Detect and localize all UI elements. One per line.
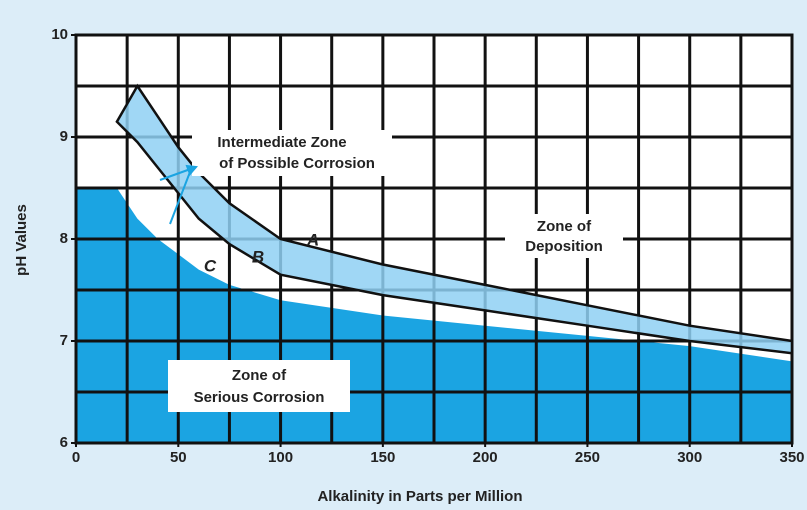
annotation: B — [252, 247, 264, 266]
band-area — [115, 83, 794, 355]
x-tick-label: 0 — [72, 449, 80, 466]
x-tick-label: 250 — [575, 449, 600, 466]
label-box — [505, 214, 623, 258]
x-tick-label: 300 — [677, 449, 702, 466]
x-tick-label: 200 — [473, 449, 498, 466]
x-axis-title: Alkalinity in Parts per Million — [317, 488, 522, 505]
y-tick-label: 9 — [60, 128, 68, 145]
annotation: Zone of — [537, 218, 592, 235]
annotation: C — [204, 256, 217, 275]
x-tick-label: 100 — [268, 449, 293, 466]
label-box — [168, 360, 350, 412]
y-tick-label: 7 — [60, 332, 68, 349]
annotation: of Possible Corrosion — [219, 155, 375, 172]
x-tick-label: 50 — [170, 449, 187, 466]
annotation: Zone of — [232, 367, 287, 384]
annotation: Serious Corrosion — [194, 389, 325, 406]
annotation: A — [306, 230, 319, 249]
y-tick-label: 8 — [60, 230, 68, 247]
y-tick-label: 6 — [60, 434, 68, 451]
arrow — [159, 164, 198, 225]
annotation: Deposition — [525, 238, 603, 255]
x-tick-label: 150 — [370, 449, 395, 466]
annotation: Intermediate Zone — [217, 134, 346, 151]
x-tick-label: 350 — [779, 449, 804, 466]
y-axis-title: pH Values — [13, 204, 30, 276]
label-box — [192, 130, 392, 176]
y-tick-label: 10 — [51, 26, 68, 43]
